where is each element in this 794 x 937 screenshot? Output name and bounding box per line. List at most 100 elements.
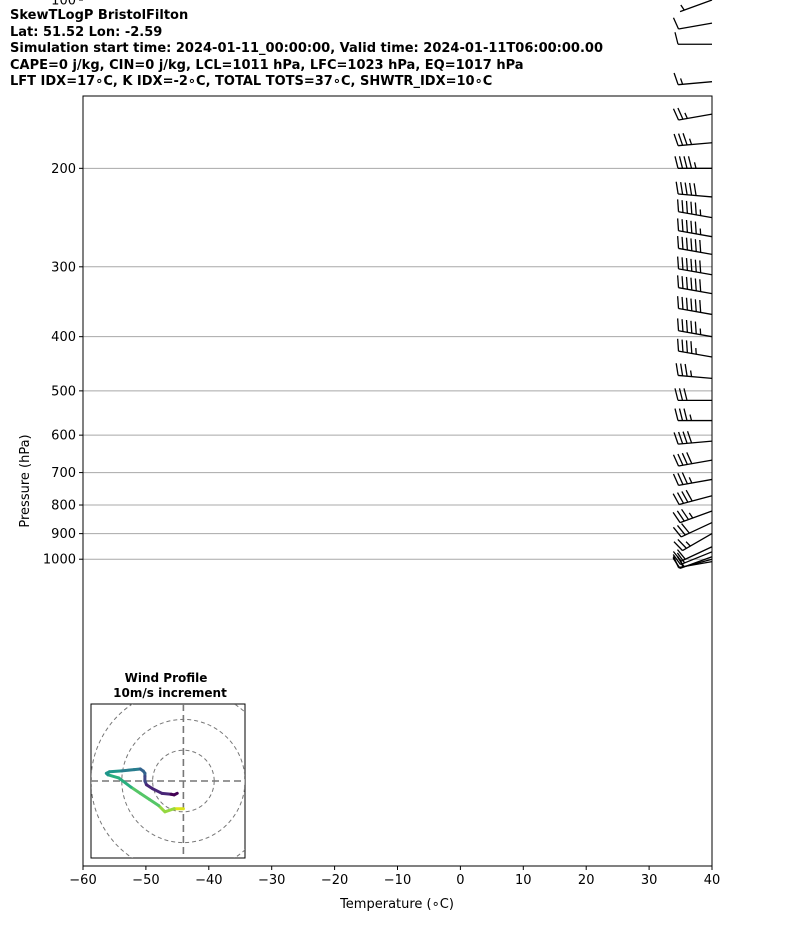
x-tick-label: 0 bbox=[456, 873, 464, 888]
x-tick-label: 10 bbox=[515, 873, 532, 888]
barb-flag bbox=[685, 319, 689, 333]
barb-staff bbox=[680, 546, 713, 562]
y-tick-label: 900 bbox=[51, 527, 76, 542]
x-tick-label: 40 bbox=[704, 873, 721, 888]
barb-flag bbox=[672, 493, 680, 505]
barb-staff bbox=[678, 268, 713, 276]
wind-barb bbox=[672, 17, 713, 30]
barb-flag bbox=[681, 276, 684, 289]
barb-staff bbox=[678, 113, 713, 121]
barb-flag bbox=[672, 557, 681, 569]
barb-flag bbox=[681, 508, 690, 520]
barb-flag bbox=[676, 199, 680, 212]
wind-barb bbox=[679, 0, 713, 13]
hodograph-segment bbox=[163, 807, 176, 814]
barb-staff bbox=[679, 556, 713, 570]
barb-flag bbox=[676, 510, 685, 522]
barb-flag bbox=[685, 340, 689, 353]
barb-flag bbox=[694, 299, 697, 312]
barb-staff bbox=[678, 193, 713, 198]
barb-half-flag bbox=[680, 4, 685, 11]
hodograph-segment bbox=[129, 785, 142, 795]
y-tick-label: 600 bbox=[51, 429, 76, 444]
barb-flag bbox=[676, 318, 680, 331]
barb-staff bbox=[678, 81, 713, 86]
hodograph-segment bbox=[151, 787, 164, 795]
barb-flag bbox=[672, 512, 681, 524]
hodograph-segment bbox=[106, 773, 121, 780]
wind-barb bbox=[676, 318, 713, 338]
barb-staff bbox=[678, 374, 713, 380]
barb-staff bbox=[682, 533, 713, 552]
barb-flag bbox=[688, 182, 693, 196]
barb-flag bbox=[676, 549, 686, 560]
x-tick-label: −10 bbox=[384, 873, 411, 888]
barb-flag bbox=[674, 408, 679, 421]
barb-staff bbox=[678, 350, 713, 358]
wind-barb bbox=[676, 275, 713, 295]
barb-flag bbox=[694, 239, 697, 252]
x-tick-label: 20 bbox=[578, 873, 595, 888]
barb-flag bbox=[674, 32, 679, 45]
barb-flag bbox=[673, 72, 679, 85]
barb-flag bbox=[676, 236, 680, 249]
barb-flag bbox=[672, 473, 680, 486]
barb-flag bbox=[682, 133, 688, 146]
y-tick-label: 500 bbox=[51, 384, 76, 399]
x-tick-label: 30 bbox=[641, 873, 658, 888]
barb-flag bbox=[690, 298, 693, 311]
barb-flag bbox=[685, 258, 689, 271]
wind-barb bbox=[672, 551, 713, 566]
y-tick-label: 1000 bbox=[43, 553, 76, 568]
hodograph-segment bbox=[172, 791, 179, 797]
wind-barb bbox=[674, 388, 712, 402]
wind-barb bbox=[675, 181, 713, 198]
barb-half-flag bbox=[693, 162, 697, 169]
barb-flag bbox=[685, 489, 693, 502]
wind-barb bbox=[676, 338, 713, 358]
hodograph-segment bbox=[160, 791, 173, 796]
barb-flag bbox=[686, 431, 693, 444]
barb-flag bbox=[677, 472, 684, 485]
barb-flag bbox=[672, 554, 682, 565]
barb-flag bbox=[681, 472, 688, 485]
wind-barb bbox=[672, 489, 713, 506]
wind-barb bbox=[674, 408, 712, 422]
x-tick-label: −50 bbox=[132, 873, 159, 888]
y-tick-label: 800 bbox=[51, 499, 76, 514]
wind-barb bbox=[673, 72, 713, 86]
axes: −60 −50 −40 −30 −20 −10 0 10 20 30 40 1000 900 800 700… bbox=[43, 0, 720, 888]
barb-staff bbox=[680, 521, 713, 538]
barb-flag bbox=[681, 339, 684, 352]
barb-staff bbox=[678, 459, 713, 467]
y-tick-label: 100 bbox=[51, 0, 76, 8]
barb-half-flag bbox=[689, 370, 693, 377]
barb-flag bbox=[690, 258, 693, 272]
barb-flag bbox=[685, 237, 689, 251]
barb-flag bbox=[672, 17, 680, 30]
chart-header: SkewTLogP BristolFilton Lat: 51.52 Lon: … bbox=[10, 8, 603, 91]
barb-flag bbox=[686, 452, 693, 464]
wind-barb bbox=[674, 156, 712, 169]
hodograph-segment bbox=[138, 791, 152, 801]
barb-flag bbox=[675, 363, 679, 376]
barb-flag bbox=[676, 338, 680, 352]
barb-flag bbox=[683, 388, 688, 401]
barb-flag bbox=[678, 388, 684, 401]
stability-indices: CAPE=0 j/kg, CIN=0 j/kg, LCL=1011 hPa, L… bbox=[10, 57, 524, 73]
barb-flag bbox=[685, 297, 689, 311]
barb-half-flag bbox=[684, 112, 688, 119]
barb-half-flag bbox=[688, 512, 694, 519]
barb-staff bbox=[678, 142, 713, 147]
barb-flag bbox=[687, 156, 693, 169]
barb-flag bbox=[694, 202, 697, 215]
wind-barb bbox=[676, 296, 713, 316]
barb-staff bbox=[678, 22, 713, 30]
barb-flag bbox=[683, 156, 688, 169]
barb-staff bbox=[679, 0, 713, 13]
barb-flag bbox=[684, 363, 688, 377]
wind-barb bbox=[676, 256, 713, 276]
barb-flag bbox=[672, 108, 680, 121]
barb-flag bbox=[690, 277, 693, 291]
x-tick-label: −60 bbox=[69, 873, 96, 888]
